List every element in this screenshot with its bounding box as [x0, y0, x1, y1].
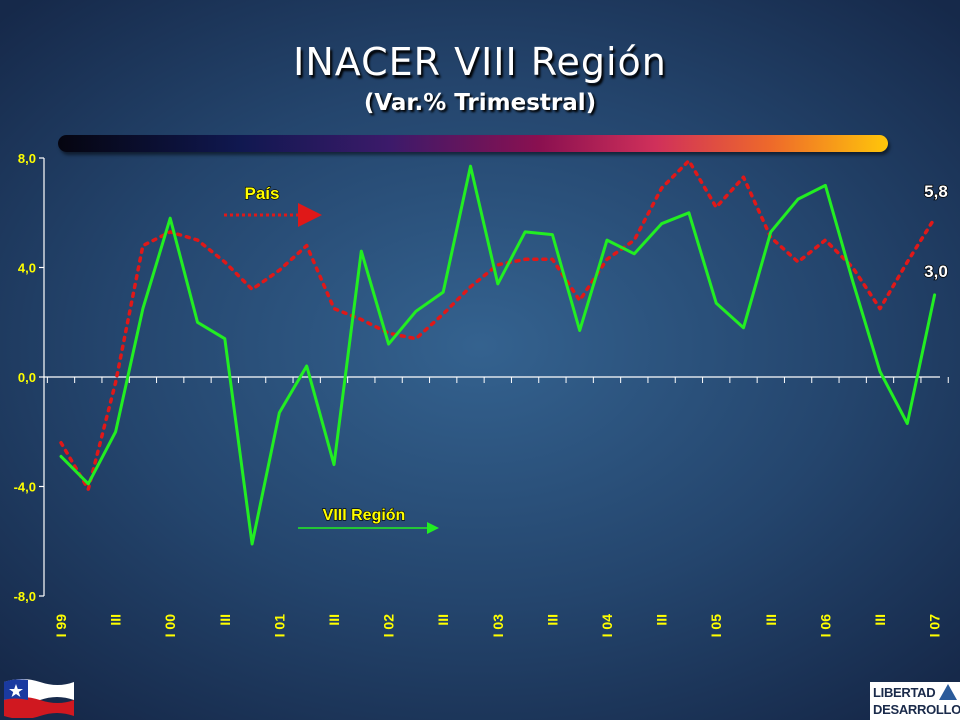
x-tick-label: I 02 [381, 614, 397, 638]
chile-flag-icon [4, 679, 74, 718]
x-tick-label: I 06 [817, 614, 833, 638]
series-viii-region-line [59, 164, 937, 546]
x-tick-label: III [108, 614, 124, 626]
end-label-region: 3,0 [924, 262, 948, 281]
x-tick-label: III [326, 614, 342, 626]
logo-line1: LIBERTAD [873, 685, 936, 700]
end-label-pais: 5,8 [924, 182, 948, 201]
x-tick-label: I 07 [927, 614, 943, 638]
x-tick-label: III [544, 614, 560, 626]
decorative-gradient-bar [58, 135, 888, 152]
y-tick-label: 8,0 [18, 151, 36, 166]
chart-subtitle: (Var.% Trimestral) [363, 90, 597, 116]
x-tick-label: I 05 [708, 614, 724, 638]
y-tick-label: -4,0 [14, 480, 36, 495]
libertad-desarrollo-logo: LIBERTAD DESARROLLO [870, 682, 960, 720]
y-tick-label: 0,0 [18, 370, 36, 385]
annotation-pais: País [245, 184, 280, 203]
x-tick-label: I 00 [162, 614, 178, 638]
annotation-region: VIII Región [323, 507, 406, 524]
x-tick-label: III [654, 614, 670, 626]
logo-line2: DESARROLLO [873, 702, 960, 717]
x-tick-label: I 01 [271, 614, 287, 638]
x-tick-label: III [872, 614, 888, 626]
x-tick-label: III [763, 614, 779, 626]
y-tick-label: -8,0 [14, 589, 36, 604]
x-tick-label: I 03 [490, 614, 506, 638]
x-tick-label: III [435, 614, 451, 626]
x-tick-label: III [217, 614, 233, 626]
series-pais-line [59, 158, 937, 491]
y-tick-label: 4,0 [18, 261, 36, 276]
x-tick-label: I 04 [599, 614, 615, 638]
chart-title: INACER VIII Región [293, 40, 667, 84]
x-tick-label: I 99 [53, 614, 69, 638]
logo-triangle-icon [939, 684, 957, 700]
